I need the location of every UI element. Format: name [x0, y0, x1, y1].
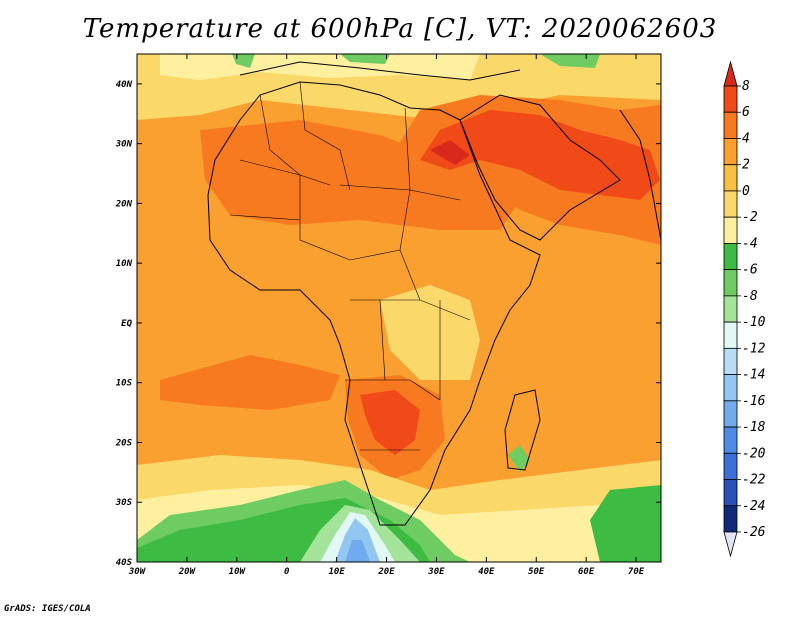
lat-label: 40S: [116, 558, 133, 568]
lon-label: 50E: [528, 567, 545, 577]
field-mideast-hottest: [430, 140, 470, 165]
south-asia-coastline: [619, 109, 662, 241]
colorbar-label: 2: [742, 158, 750, 173]
colorbar-box: [723, 111, 738, 139]
field-mideast-hot: [420, 110, 660, 200]
footer-credit: GrADS: IGES/COLA: [4, 604, 91, 614]
colorbar-box: [723, 190, 738, 218]
colorbar-label: 6: [742, 105, 750, 120]
colorbar-box: [723, 452, 738, 480]
field-sahara-warm: [200, 120, 520, 230]
colorbar-label: -8: [742, 289, 758, 304]
colorbar-box: [723, 164, 738, 192]
field-south-africa-hot: [360, 390, 420, 455]
lon-label: 30E: [427, 567, 445, 577]
lat-label: 40N: [116, 80, 133, 90]
colorbar-box: [723, 243, 738, 271]
lat-label: 30S: [115, 498, 133, 508]
lon-label: 40E: [478, 567, 495, 577]
colorbar-top-triangle: [723, 60, 738, 87]
lat-label: 10N: [116, 259, 133, 269]
field-east-africa-cool: [380, 285, 480, 380]
country-borders: [229, 81, 471, 451]
colorbar-label: -6: [742, 263, 758, 278]
colorbar-label: -12: [742, 341, 766, 356]
colorbar-box: [723, 479, 738, 507]
colorbar-label: -20: [742, 446, 766, 461]
map-title: Temperature at 600hPa [C], VT: 202006260…: [82, 14, 718, 44]
lon-label: 30W: [128, 567, 147, 577]
madagascar-coastline: [504, 389, 541, 471]
field-north-green3: [540, 54, 600, 68]
map-ticks: [136, 54, 661, 563]
colorbar-box: [723, 85, 738, 113]
colorbar-label: -18: [742, 420, 766, 435]
colorbar-label: -26: [742, 525, 766, 540]
field-cold-tongue-4: [345, 540, 370, 562]
colorbar-box: [723, 347, 738, 375]
lon-label: 10W: [229, 567, 247, 577]
arabia-coastline: [459, 94, 621, 241]
lat-label: EQ: [121, 319, 132, 329]
lon-label: 10E: [328, 567, 345, 577]
field-atlantic-warm: [160, 355, 340, 410]
colorbar-label: -24: [742, 499, 765, 514]
colorbar-box: [723, 138, 738, 166]
colorbar-label: -4: [742, 236, 758, 251]
colorbar-box: [723, 400, 738, 428]
lat-label: 10S: [116, 379, 133, 389]
lon-label: 70E: [628, 567, 645, 577]
latitude-labels: 40N 30N 20N 10N EQ 10S 20S 30S 40S: [115, 80, 133, 568]
lat-label: 20N: [115, 199, 133, 209]
colorbar-bottom-triangle: [723, 531, 738, 558]
africa-coastline: [207, 81, 541, 526]
colorbar-box: [723, 426, 738, 454]
colorbar-label: -14: [742, 368, 765, 383]
map-frame: [136, 53, 662, 563]
colorbar-label: 4: [742, 131, 750, 146]
colorbar-label: -22: [742, 473, 766, 488]
colorbar-label: -10: [742, 315, 766, 330]
lat-label: 20S: [115, 438, 133, 448]
colorbar-label: 0: [742, 184, 750, 199]
colorbar: [723, 60, 741, 558]
colorbar-box: [723, 505, 738, 533]
colorbar-box: [723, 321, 738, 349]
lon-label: 20W: [178, 567, 197, 577]
colorbar-label: 8: [742, 79, 750, 94]
coastlines: [207, 61, 662, 526]
lon-label: 0: [284, 567, 290, 577]
field-north-green2: [340, 54, 390, 64]
field-madagascar-green: [508, 445, 530, 472]
colorbar-box: [723, 269, 738, 297]
longitude-labels: 30W 20W 10W 0 10E 20E 30E 40E 50E 60E 70E: [128, 567, 645, 577]
colorbar-box: [723, 216, 738, 244]
lon-label: 20E: [377, 567, 395, 577]
colorbar-labels: 8 6 4 2 0 -2 -4 -6 -8 -10 -12 -14 -16 -18 -20 -22 -24 -26: [742, 79, 766, 540]
colorbar-label: -2: [742, 210, 758, 225]
colorbar-label: -16: [742, 394, 766, 409]
field-north-green: [232, 54, 255, 68]
mediterranean-coastline: [239, 61, 521, 81]
lon-label: 60E: [578, 567, 595, 577]
field-sw-green: [590, 485, 661, 562]
colorbar-box: [723, 374, 738, 402]
colorbar-box: [723, 295, 738, 323]
lat-label: 30N: [115, 140, 133, 150]
